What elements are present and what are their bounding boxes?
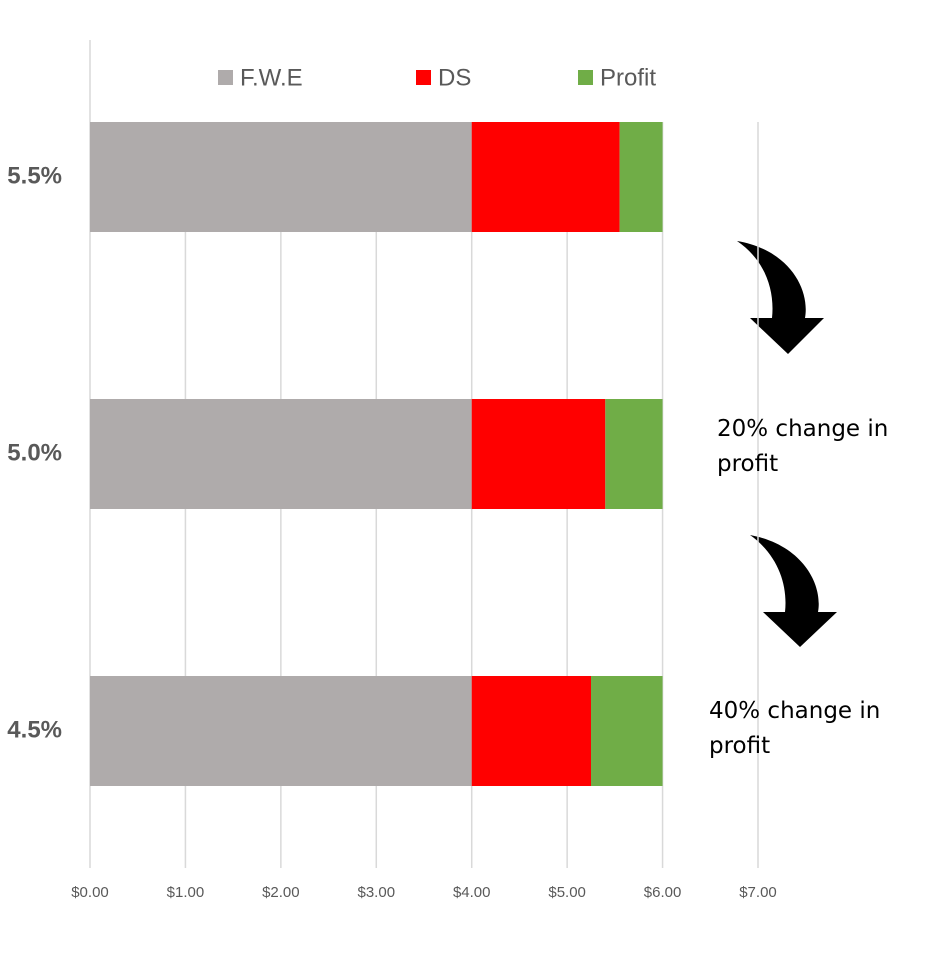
bar-segment	[471, 122, 620, 232]
legend-label: F.W.E	[240, 64, 303, 91]
x-tick-label: $1.00	[167, 884, 205, 901]
legend-swatch	[578, 70, 593, 85]
x-tick-label: $2.00	[262, 884, 300, 901]
x-tick-label: $6.00	[644, 884, 682, 901]
y-tick-label: 5.0%	[7, 439, 62, 466]
x-tick-label: $7.00	[739, 884, 777, 901]
x-tick-label: $4.00	[453, 884, 491, 901]
legend-swatch	[416, 70, 431, 85]
x-tick-label: $0.00	[71, 884, 109, 901]
annotation: 40% change in profit	[709, 698, 881, 759]
bar-segment	[90, 399, 472, 509]
x-tick-label: $5.00	[548, 884, 586, 901]
legend-label: Profit	[600, 64, 656, 91]
x-tick-label: $3.00	[358, 884, 396, 901]
legend-label: DS	[438, 64, 471, 91]
bar-segment	[471, 676, 591, 786]
arrow	[737, 241, 824, 354]
arrow	[750, 535, 837, 647]
legend-swatch	[218, 70, 233, 85]
bar-segment	[90, 676, 472, 786]
bar-segment	[605, 399, 663, 509]
plot: $0.00 $1.00 $2.00 $3.00 $4.00 $5.00 $6.00 $7.00…	[7, 40, 777, 901]
y-tick-label: 4.5%	[7, 716, 62, 743]
bar-segment	[619, 122, 663, 232]
y-tick-label: 5.5%	[7, 162, 62, 189]
bar-segment	[471, 399, 606, 509]
bar-segment	[591, 676, 663, 786]
bar-segment	[90, 122, 472, 232]
annotation: 20% change in profit	[717, 416, 889, 477]
